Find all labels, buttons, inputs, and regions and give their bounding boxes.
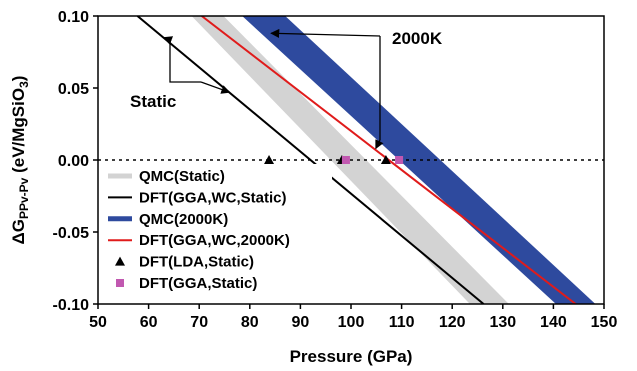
marker-triangle-0 — [264, 155, 275, 164]
annotation-static-arrow — [200, 81, 231, 94]
legend-label-2: QMC(2000K) — [139, 211, 228, 228]
y-axis: 0.10 0.05 0.00 -0.05 -0.10 — [53, 9, 98, 314]
legend-background — [100, 164, 332, 296]
annotation-2000k-arrow — [270, 28, 381, 39]
x-axis: 50 60 70 80 90 100 110 120 130 140 150 — [89, 304, 617, 331]
x-tick-label: 60 — [140, 314, 158, 331]
x-axis-title: Pressure (GPa) — [290, 347, 413, 366]
x-tick-label: 80 — [241, 314, 259, 331]
annotation-2000k-arrow — [375, 139, 384, 150]
marker-triangle-2 — [380, 155, 391, 164]
annotation-static: Static — [130, 36, 231, 111]
legend-label-1: DFT(GGA,WC,Static) — [139, 189, 287, 206]
legend: QMC(Static) DFT(GGA,WC,Static) QMC(2000K) D… — [100, 164, 332, 296]
annotation-static-arrow — [162, 36, 174, 45]
x-tick-label: 70 — [190, 314, 208, 331]
x-tick-label: 100 — [338, 314, 365, 331]
x-tick-label: 50 — [89, 314, 107, 331]
y-tick-label: 0.00 — [58, 153, 89, 170]
legend-label-3: DFT(GGA,WC,2000K) — [139, 232, 290, 249]
y-tick-label: -0.05 — [53, 225, 90, 242]
legend-label-4: DFT(LDA,Static) — [139, 254, 254, 271]
x-tick-label: 140 — [540, 314, 567, 331]
annotation-2000k-label: 2000K — [392, 29, 443, 48]
x-tick-label: 150 — [591, 314, 618, 331]
x-tick-label: 120 — [439, 314, 466, 331]
y-tick-label: -0.10 — [53, 297, 90, 314]
annotation-static-label: Static — [130, 92, 176, 111]
legend-swatch-5 — [116, 279, 124, 287]
legend-swatch-4 — [115, 256, 125, 266]
annotation-2000k: 2000K — [270, 28, 443, 150]
y-tick-label: 0.05 — [58, 81, 89, 98]
legend-label-5: DFT(GGA,Static) — [139, 275, 257, 292]
x-tick-label: 130 — [489, 314, 516, 331]
annotation-static-bracket — [169, 40, 201, 83]
x-tick-label: 110 — [389, 314, 415, 331]
x-tick-label: 90 — [292, 314, 310, 331]
series-line-1 — [201, 16, 577, 304]
band-1 — [242, 16, 596, 304]
y-tick-label: 0.10 — [58, 9, 89, 26]
marker-square-1 — [395, 156, 404, 164]
legend-label-0: QMC(Static) — [139, 168, 225, 185]
marker-square-0 — [341, 156, 350, 164]
points-layer — [264, 155, 404, 164]
y-axis-title: ΔGPPv-Pv (eV/MgSiO3) — [9, 76, 31, 245]
